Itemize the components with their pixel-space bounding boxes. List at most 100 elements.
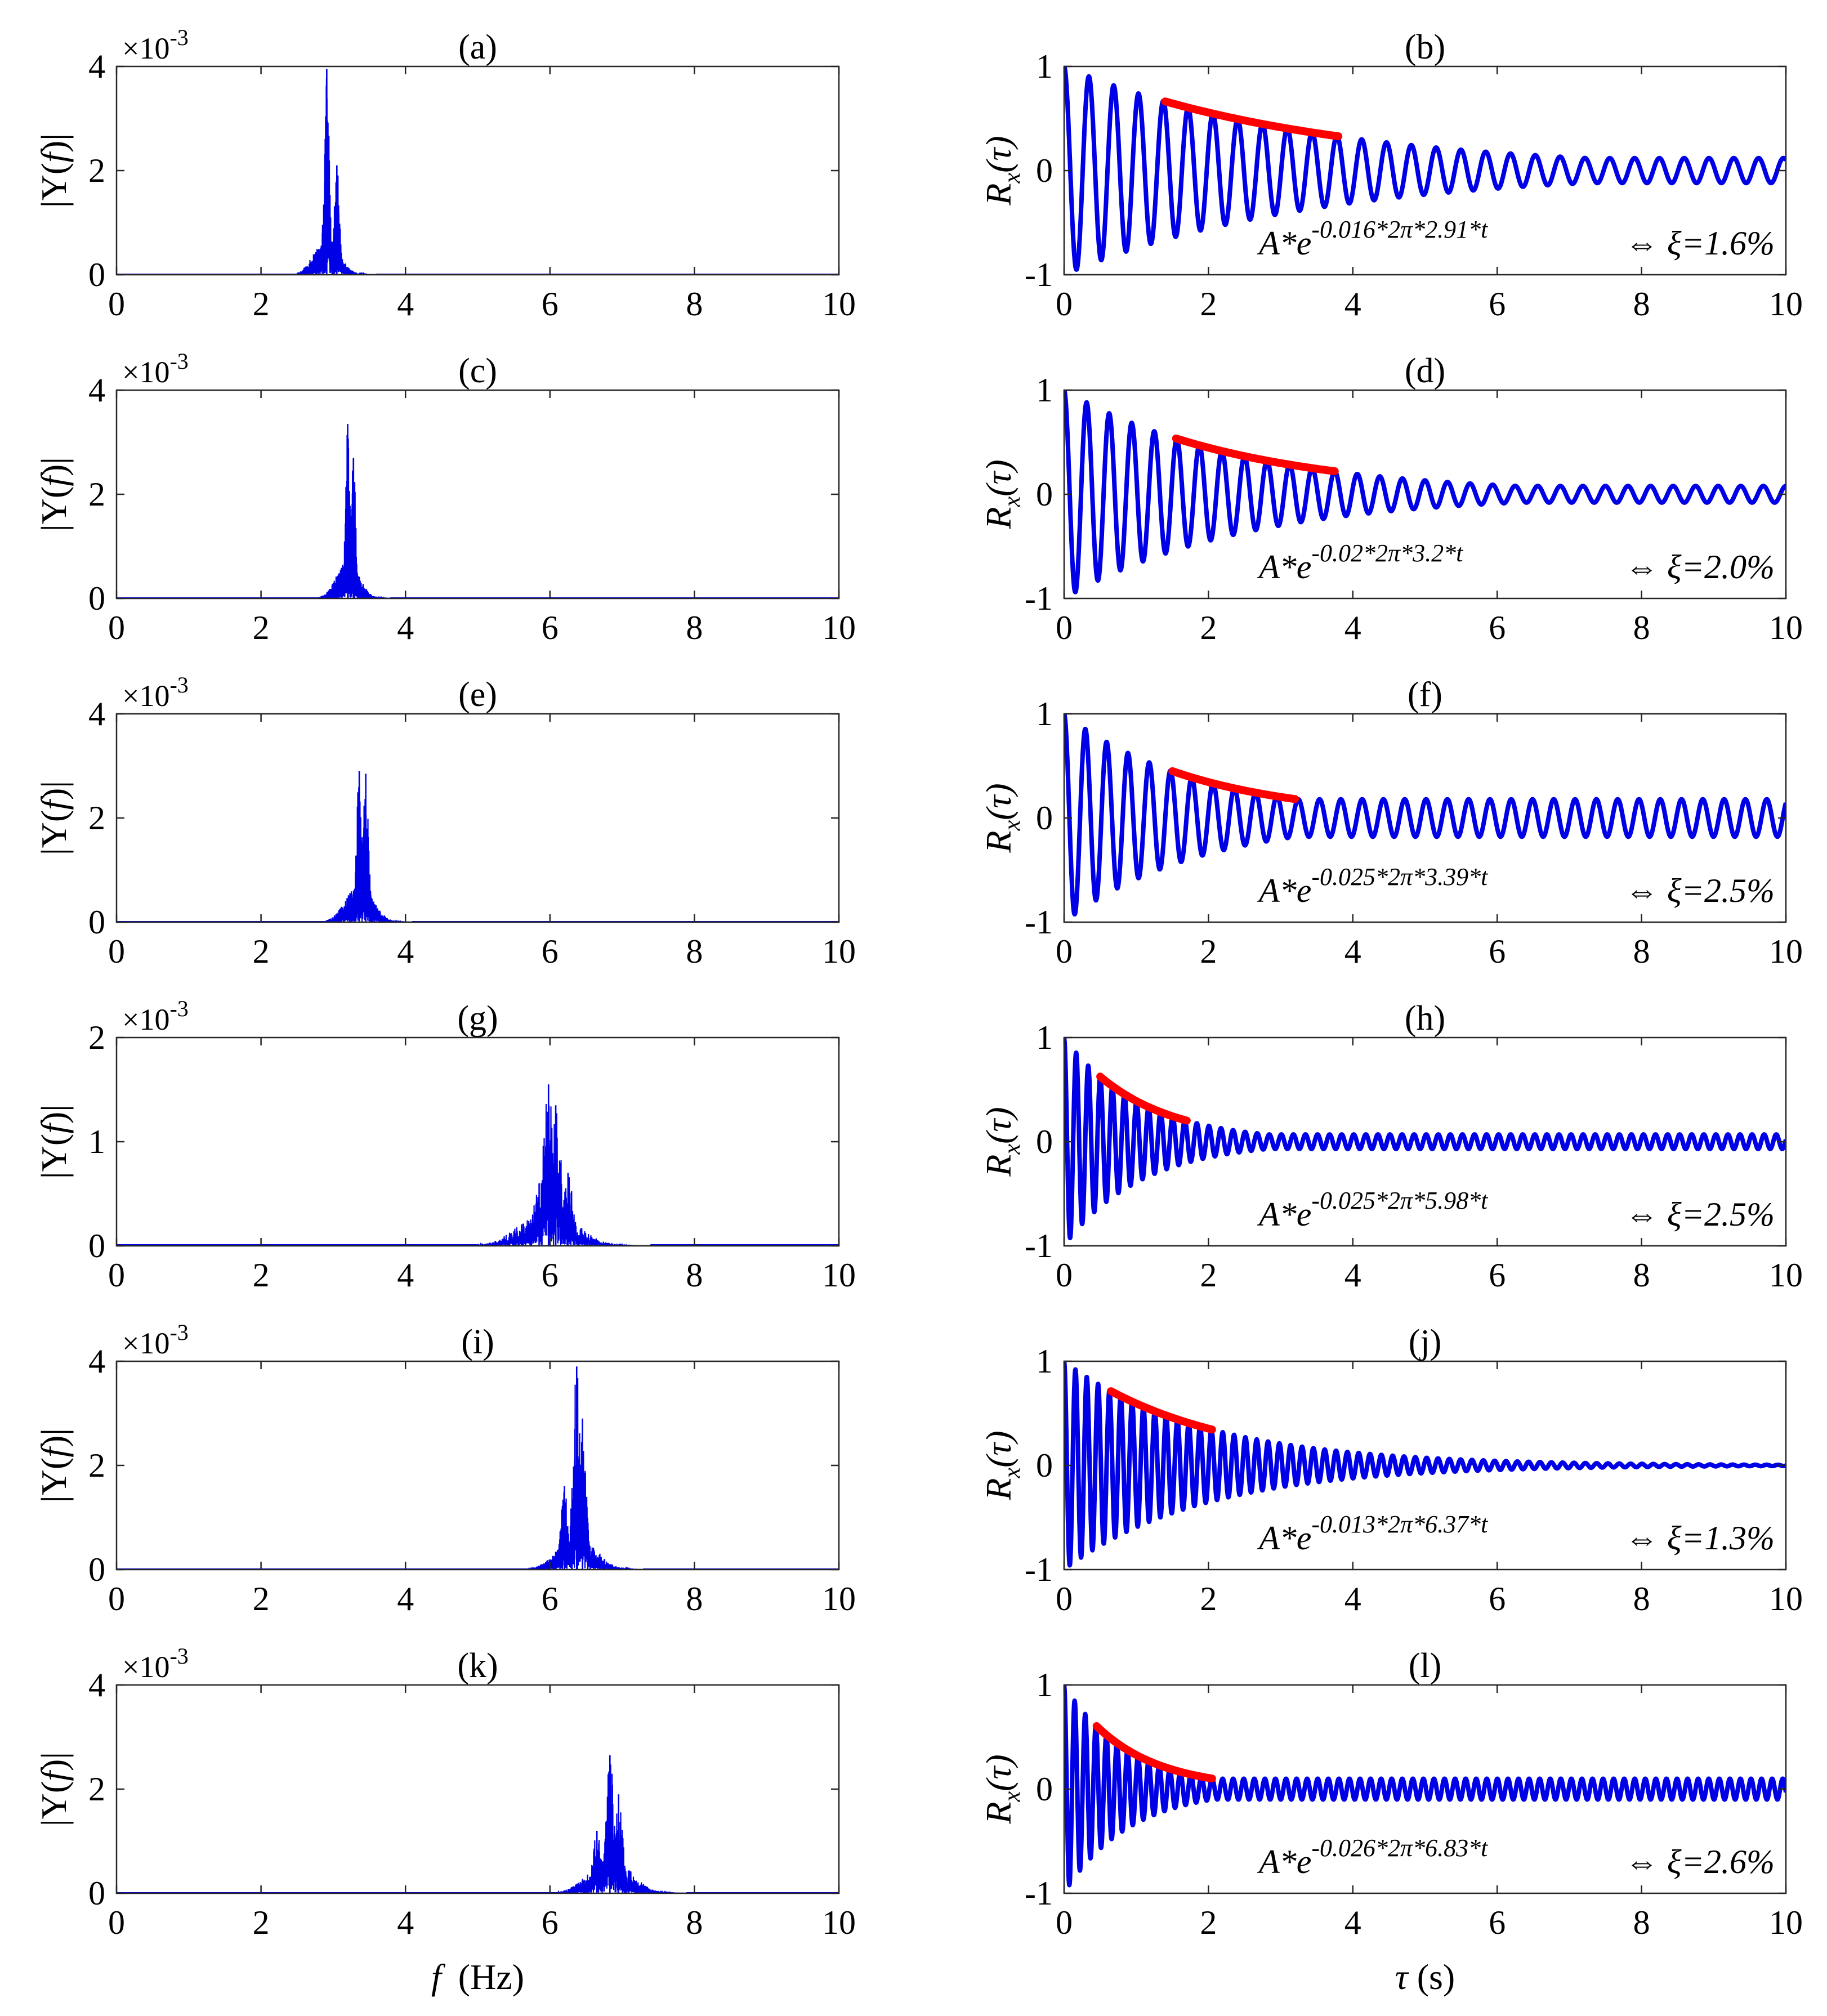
y-exponent-label: ×10-3 — [122, 348, 189, 389]
y-exponent-label: ×10-3 — [122, 1320, 189, 1360]
panel-title: (j) — [1409, 1323, 1442, 1361]
exponential-fit-curve — [1161, 97, 1343, 141]
y-axis-label-tau: (τ) — [979, 459, 1019, 497]
x-tick-label: 8 — [1633, 285, 1650, 323]
y-exponent-power: -3 — [169, 1643, 188, 1669]
x-tick-label: 10 — [1769, 285, 1803, 323]
plot-area — [1064, 390, 1786, 594]
damping-ratio-result: ⇔ ξ=2.6% — [1625, 1843, 1775, 1880]
y-tick-label: 1 — [1036, 48, 1053, 85]
plot-area — [117, 424, 839, 598]
y-tick-label: 4 — [88, 1666, 105, 1704]
y-tick-label: 2 — [88, 1771, 105, 1808]
y-tick-label: 1 — [1036, 1343, 1053, 1380]
plot-area — [1064, 1038, 1786, 1241]
x-tick-label: 2 — [253, 1580, 270, 1617]
panel-title: (a) — [458, 28, 497, 66]
autocorrelation-line — [1064, 390, 1786, 594]
y-tick-label: 2 — [88, 799, 105, 837]
x-tick-label: 0 — [1056, 609, 1073, 646]
y-axis-label-post: )| — [34, 1752, 74, 1771]
x-tick-label: 6 — [542, 285, 559, 323]
y-tick-label: 2 — [88, 152, 105, 189]
x-tick-label: 2 — [253, 1904, 270, 1941]
y-axis-label-sub: x — [999, 173, 1025, 184]
panel-e: (e) 0 2 4 6 8 10 0 2 4 ×10-3 |Y(f)| — [34, 672, 856, 970]
damping-ratio-result: ⇔ ξ=2.5% — [1625, 1196, 1775, 1233]
damping-equation: A*e-0.025*2π*3.39*t — [1257, 863, 1489, 909]
x-tick-label: 4 — [397, 1904, 414, 1941]
spectrum-line — [117, 785, 839, 922]
y-tick-label: 2 — [88, 476, 105, 513]
damping-ratio-result: ⇔ ξ=1.3% — [1625, 1519, 1775, 1557]
axes-box — [115, 1684, 840, 1894]
y-tick-label: 0 — [88, 580, 105, 617]
y-tick-label: 4 — [88, 695, 105, 732]
y-tick-label: 0 — [88, 904, 105, 941]
plot-area — [117, 1084, 839, 1246]
y-tick-label: 0 — [88, 1875, 105, 1912]
x-tick-label: 6 — [542, 1904, 559, 1941]
exponential-fit-curve — [1092, 1722, 1216, 1783]
y-axis-label-post: )| — [34, 457, 74, 476]
y-axis-label-pre: |Y( — [34, 163, 74, 208]
y-axis-label: |Y(f)| — [34, 1752, 74, 1826]
x-tick-label: 0 — [1056, 285, 1073, 323]
y-axis-label: Rx(τ) — [979, 459, 1025, 529]
y-axis-label-sub: x — [999, 820, 1025, 832]
x-tick-label: 4 — [397, 285, 414, 323]
x-tick-label: 0 — [1056, 1580, 1073, 1617]
panel-title: (f) — [1408, 676, 1442, 714]
y-axis-label-pre: |Y( — [34, 486, 74, 531]
plot-area — [117, 1366, 839, 1570]
x-tick-label: 4 — [397, 933, 414, 970]
y-exponent-power: -3 — [169, 25, 188, 50]
x-tick-label: 2 — [1200, 1580, 1217, 1617]
y-tick-label: 1 — [1036, 1666, 1053, 1704]
x-tick-label: 2 — [253, 285, 270, 323]
damping-equation: A*e-0.026*2π*6.83*t — [1257, 1834, 1489, 1880]
y-tick-label: -1 — [1025, 1551, 1053, 1588]
spectrum-line — [117, 78, 839, 275]
y-tick-label: 0 — [88, 256, 105, 293]
panel-title: (e) — [458, 676, 497, 714]
y-exponent-power: -3 — [169, 996, 188, 1021]
y-exponent-label: ×10-3 — [122, 672, 189, 713]
x-tick-label: 6 — [1489, 285, 1506, 323]
equation-base: A*e — [1257, 1196, 1311, 1233]
x-tick-label: 4 — [1344, 1257, 1361, 1294]
y-axis-label: Rx(τ) — [979, 783, 1025, 853]
x-tick-label: 10 — [822, 609, 856, 646]
x-axis-label-unit: (Hz) — [458, 1957, 524, 1997]
x-axis-label-var: f — [431, 1957, 446, 1997]
y-tick-label: -1 — [1025, 580, 1053, 617]
y-tick-label: 0 — [1036, 1447, 1053, 1484]
spectrum-line — [117, 1764, 839, 1893]
damping-ratio-result: ⇔ ξ=2.0% — [1625, 548, 1775, 585]
y-axis-label: Rx(τ) — [979, 136, 1025, 205]
panel-title: (l) — [1409, 1647, 1442, 1685]
x-tick-label: 6 — [542, 1580, 559, 1617]
y-tick-label: 0 — [88, 1551, 105, 1588]
x-tick-label: 8 — [686, 933, 703, 970]
panel-title: (d) — [1405, 352, 1445, 390]
y-tick-label: 4 — [88, 372, 105, 409]
x-tick-label: 8 — [1633, 609, 1650, 646]
y-axis-label-pre: |Y( — [34, 1458, 74, 1503]
panel-title: (g) — [457, 999, 498, 1038]
x-tick-label: 8 — [686, 1257, 703, 1294]
x-tick-label: 2 — [253, 1257, 270, 1294]
y-axis-label-tau: (τ) — [979, 1107, 1019, 1144]
y-tick-label: 1 — [1036, 1019, 1053, 1056]
plot-area — [1064, 1361, 1786, 1568]
x-tick-label: 6 — [1489, 1904, 1506, 1941]
equation-exponent: -0.025*2π*5.98*t — [1311, 1187, 1489, 1214]
equation-exponent: -0.026*2π*6.83*t — [1311, 1834, 1489, 1862]
panel-title: (k) — [457, 1647, 498, 1685]
x-tick-label: 2 — [1200, 1904, 1217, 1941]
y-axis-label: Rx(τ) — [979, 1431, 1025, 1500]
